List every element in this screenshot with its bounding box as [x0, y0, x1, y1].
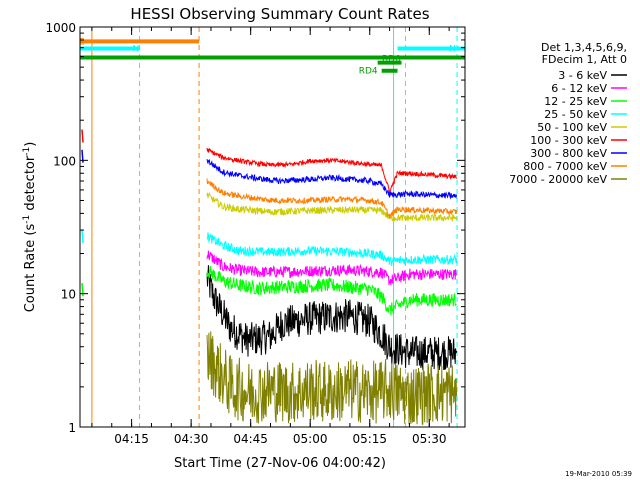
- series-line-0: [206, 265, 458, 371]
- legend-label: 7000 - 20000 keV: [509, 173, 607, 186]
- legend-label: 800 - 7000 keV: [523, 160, 607, 173]
- y-tick-label: 10: [61, 288, 76, 302]
- series-line-6: [206, 158, 458, 200]
- x-tick-label: 04:30: [174, 432, 209, 446]
- legend-label: 6 - 12 keV: [551, 82, 607, 95]
- x-tick-label: 04:45: [233, 432, 268, 446]
- series-line-2: [206, 265, 457, 316]
- x-tick-label: 05:15: [352, 432, 387, 446]
- chart-title: HESSI Observing Summary Count Rates: [130, 5, 429, 23]
- series-line-7: [206, 178, 458, 219]
- x-axis-label: Start Time (27-Nov-06 04:00:42): [174, 456, 386, 471]
- x-tick-label: 05:00: [293, 432, 328, 446]
- x-tick-label: 05:30: [412, 432, 447, 446]
- y-tick-label: 1: [68, 421, 76, 435]
- annotation-label: RD0: [382, 55, 401, 65]
- legend-label: 25 - 50 keV: [544, 108, 607, 121]
- series-spike: [81, 229, 84, 244]
- series-line-3: [206, 232, 458, 266]
- y-tick-label: 1000: [45, 21, 76, 35]
- y-axis-label: Count Rate (s-1 detector-1): [22, 142, 38, 313]
- legend-label: 50 - 100 keV: [537, 121, 607, 134]
- annotation-label: RD4: [359, 67, 378, 77]
- x-tick-label: 04:15: [114, 432, 149, 446]
- footer-date: 19-Mar-2010 05:39: [565, 470, 632, 478]
- series-line-4: [206, 191, 458, 222]
- series-line-1: [206, 250, 457, 286]
- legend-label: 300 - 800 keV: [530, 147, 607, 160]
- legend-header: Det 1,3,4,5,6,9,: [541, 41, 627, 54]
- series-line-8: [206, 331, 458, 425]
- y-tick-label: 100: [53, 154, 76, 168]
- annotation-label: E: [79, 37, 85, 47]
- legend-header: FDecim 1, Att 0: [542, 53, 627, 66]
- annotation-label: N: [449, 44, 456, 54]
- series-spike: [81, 129, 84, 143]
- series-line-5: [206, 147, 458, 195]
- legend-label: 3 - 6 keV: [558, 69, 607, 82]
- annotation-label: N: [133, 44, 140, 54]
- legend-label: 100 - 300 keV: [530, 134, 607, 147]
- plot-frame: [79, 26, 466, 428]
- legend-label: 12 - 25 keV: [544, 95, 607, 108]
